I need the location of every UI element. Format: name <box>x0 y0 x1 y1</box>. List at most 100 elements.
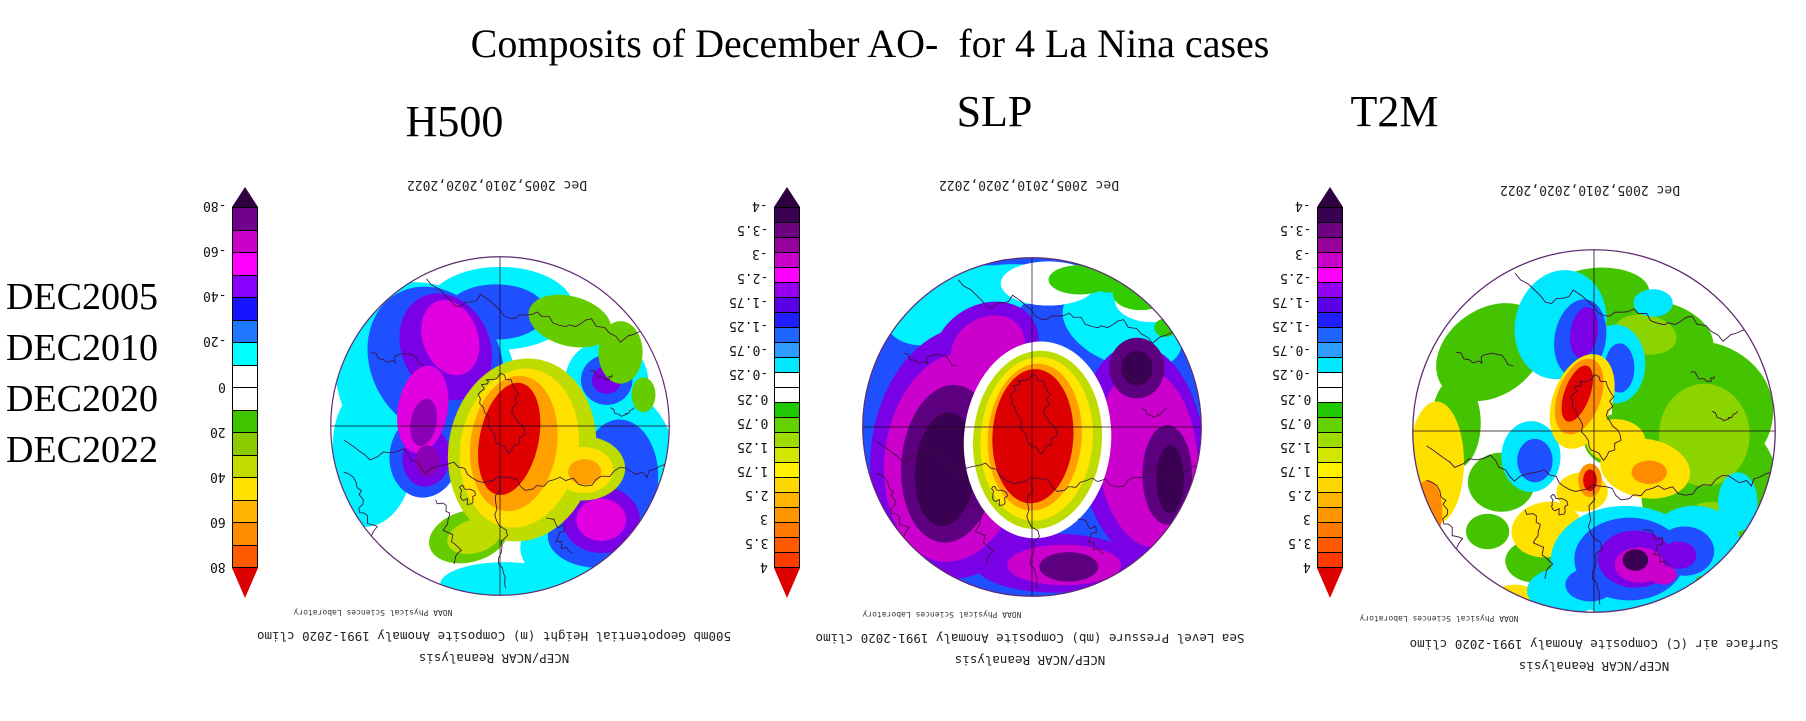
colorbar-cell <box>233 477 257 500</box>
colorbar-tick-label: 3.5 <box>1287 534 1311 550</box>
colorbar-cell <box>775 342 799 357</box>
colorbar-tick-label: 3 <box>760 510 768 526</box>
colorbar-cell <box>775 208 799 222</box>
figure-title: Composits of December AO- for 4 La Nina … <box>470 21 1270 66</box>
colorbar-tick-label: 1.25 <box>736 438 768 454</box>
colorbar-tick-label: 80 <box>210 559 226 574</box>
colorbar-cell <box>1318 327 1342 342</box>
colorbar-tick-label: -1.25 <box>728 318 768 334</box>
colorbar-h500: -80 -60 -40 -20 0 20 40 60 80 <box>203 187 258 598</box>
colorbar-cell <box>1318 252 1342 267</box>
colorbar-cell <box>1318 297 1342 312</box>
colorbar-cell <box>775 312 799 327</box>
colorbar-cell <box>233 387 257 410</box>
map-variable-caption: Sea Level Pressure (mb) Composite Anomal… <box>815 631 1245 646</box>
colorbar-cell <box>233 432 257 455</box>
map-source-caption: NCEP/NCAR Reanalysis <box>1518 659 1670 674</box>
colorbar-tick-label: -1.75 <box>1271 294 1311 310</box>
colorbar-cell <box>775 507 799 522</box>
map-source-caption: NCEP/NCAR Reanalysis <box>954 653 1106 668</box>
colorbar-cells <box>232 207 258 568</box>
coastline <box>1142 408 1167 418</box>
colorbar-cell <box>1318 342 1342 357</box>
colorbar-cell <box>1318 237 1342 252</box>
case-label: DEC2005 <box>6 276 158 318</box>
map-svg-h500 <box>330 256 670 596</box>
coastline <box>1456 351 1514 367</box>
coastline <box>1026 477 1040 589</box>
colorbar-cell <box>775 537 799 552</box>
colorbar-cell <box>1318 282 1342 297</box>
colorbar-tick-label: -80 <box>202 198 226 213</box>
coastline <box>343 471 378 552</box>
coastline <box>1122 371 1145 382</box>
colorbar-tick-label: 20 <box>210 423 226 439</box>
colorbar-tick-label: 3.5 <box>744 534 768 550</box>
colorbar-tick-label: 0 <box>218 378 226 394</box>
colorbar-cell <box>775 237 799 252</box>
column-header-t2m: T2M <box>1350 87 1439 136</box>
colorbar-arrow-bottom <box>232 568 258 598</box>
colorbar-cell <box>233 274 257 297</box>
case-label: DEC2022 <box>6 429 158 471</box>
coastline <box>903 352 957 367</box>
colorbar-cell <box>233 342 257 365</box>
colorbar-arrow-top <box>232 187 258 207</box>
colorbar-t2m: -4 -3.5 -3 -2.5 -1.75 -1.25 -0.75 -0.25 0.25 0.75… <box>1272 187 1343 598</box>
colorbar-slp: -4 -3.5 -3 -2.5 -1.75 -1.25 -0.75 -0.25 0.25 0.75… <box>729 187 800 598</box>
colorbar-cell <box>775 282 799 297</box>
colorbar-tick-label: -0.75 <box>1271 342 1311 358</box>
colorbar-cell <box>233 364 257 387</box>
colorbar-tick-label: 3 <box>1303 510 1311 526</box>
colorbar-tick-label: -0.75 <box>728 342 768 358</box>
colorbar-cell <box>775 462 799 477</box>
colorbar-tick-label: 2.5 <box>744 486 768 502</box>
colorbar-cell <box>233 319 257 342</box>
colorbar-cell <box>775 477 799 492</box>
coastline <box>990 485 1008 506</box>
colorbar-cell <box>775 417 799 432</box>
coastline <box>875 472 910 553</box>
coastline <box>1426 445 1774 501</box>
colorbar-cell <box>775 327 799 342</box>
colorbar-cell <box>775 402 799 417</box>
colorbar-tick-label: 60 <box>210 513 226 529</box>
colorbar-tick-label: 0.75 <box>1279 414 1311 430</box>
colorbar-cell <box>775 267 799 282</box>
colorbar-cell <box>1318 387 1342 402</box>
colorbar-cell <box>1318 537 1342 552</box>
coastline <box>1426 479 1464 565</box>
colorbar-cell <box>1318 432 1342 447</box>
colorbar-cell <box>1318 492 1342 507</box>
colorbar-cell <box>1318 267 1342 282</box>
coastline <box>435 499 463 565</box>
colorbar-arrow-top <box>1317 187 1343 207</box>
colorbar-cell <box>1318 552 1342 567</box>
colorbar-tick-label: -2.5 <box>736 270 768 286</box>
colorbar-tick-label: -1.25 <box>1271 318 1311 334</box>
colorbar-tick-label: -4 <box>752 198 768 213</box>
colorbar-cell <box>1318 357 1342 372</box>
coastline <box>1570 374 1622 462</box>
colorbar-tick-label: 4 <box>760 559 768 574</box>
colorbar-cell <box>1318 447 1342 462</box>
map-h500 <box>316 242 684 610</box>
colorbar-cell <box>775 492 799 507</box>
colorbar-cell <box>775 432 799 447</box>
coastline <box>477 372 526 455</box>
noaa-credit-label: NOAA Physical Sciences Laboratory <box>292 606 454 619</box>
colorbar-cell <box>775 357 799 372</box>
map-slp <box>848 243 1216 611</box>
coastline <box>1524 509 1554 579</box>
colorbar-cell <box>1318 208 1342 222</box>
colorbar-cell <box>233 522 257 545</box>
colorbar-arrow-bottom <box>774 568 800 598</box>
colorbar-arrow-bottom <box>1317 568 1343 598</box>
colorbar-arrow-top <box>774 187 800 207</box>
coastline <box>1009 373 1058 456</box>
coastline <box>1643 529 1672 568</box>
colorbar-tick-label: -0.25 <box>728 366 768 382</box>
colorbar-cell <box>233 499 257 522</box>
colorbar-tick-label: -20 <box>202 333 226 349</box>
